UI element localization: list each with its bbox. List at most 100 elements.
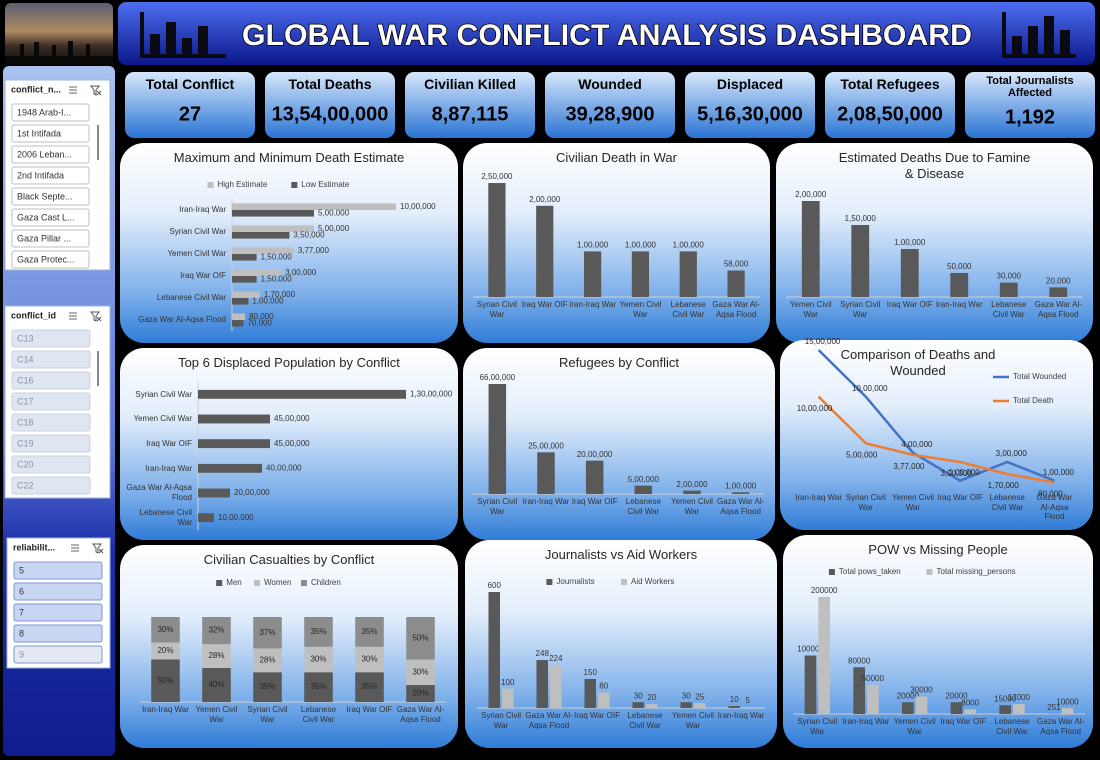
y-category-label-box: Iran-Iraq War <box>179 205 226 214</box>
bar <box>900 249 919 297</box>
kpi-label-box: Total Deaths <box>289 76 372 92</box>
data-label: 2,00,000 <box>676 480 708 489</box>
x-category-label-box: Iran-Iraq War <box>843 717 890 726</box>
x-category-label: Lebanese Civil War <box>989 493 1025 512</box>
y-category-label: Lebanese Civil War <box>156 293 226 303</box>
data-label: 20000 <box>897 691 920 700</box>
slicer-multiselect-icon <box>69 312 77 320</box>
slicer-item-label: C14 <box>17 354 34 364</box>
x-category-label: Gaza War Al-Aqsa Flood <box>712 300 760 319</box>
slicer-item-label: Gaza Pillar ... <box>17 233 71 243</box>
bar <box>488 592 500 708</box>
x-category-label-box: Lebanese Civil War <box>627 711 662 730</box>
chart-title: Top 6 Displaced Population by Conflict <box>178 355 400 370</box>
bar <box>694 703 706 708</box>
x-category-label: Yemen Civil War <box>893 717 936 736</box>
bar-segment <box>304 672 333 702</box>
x-category-label: Gaza War Al-Aqsa Flood <box>717 497 765 516</box>
bar <box>198 463 262 473</box>
x-category-label-box: Iran-Iraq War <box>936 300 983 309</box>
slicer-item <box>11 413 91 432</box>
data-label: 3,50,000 <box>293 230 325 239</box>
bar <box>901 702 914 714</box>
bar <box>634 485 653 494</box>
slicer-item <box>13 603 103 622</box>
chart-title-box: Top 6 Displaced Population by Conflict <box>178 355 400 370</box>
slicer-item <box>13 582 103 601</box>
legend-label: Men <box>226 578 242 587</box>
slicer-item-label: 2006 Leban... <box>17 149 72 159</box>
data-label: 30000 <box>910 686 933 695</box>
slicer-item-label: 2nd Intifada <box>17 170 64 180</box>
bar <box>851 225 870 297</box>
x-category-label: Iran-Iraq War <box>522 497 570 506</box>
kpi-label: Civilian Killed <box>424 76 516 92</box>
x-category-label: Syrian Civil War <box>840 300 881 319</box>
chart-title-box: Civilian Death in War <box>556 150 677 165</box>
data-label: 150 <box>584 668 598 677</box>
slicer-item-label: C13 <box>17 333 34 343</box>
x-category-label-box: Iran-Iraq War <box>795 493 842 502</box>
x-category-label-box: Syrian Civil War <box>797 717 838 736</box>
slicer-item-label: 1st Intifada <box>17 128 61 138</box>
legend-swatch <box>621 579 627 585</box>
bar <box>232 298 249 305</box>
slicer-clear-icon <box>90 85 102 96</box>
data-label: 1,30,00,000 <box>410 389 453 398</box>
data-label: 10,00,000 <box>218 513 254 522</box>
bar-segment <box>253 672 282 702</box>
slicer-item <box>13 561 103 580</box>
x-category-label: Iraq War OIF <box>571 497 618 506</box>
data-label: 30% <box>412 667 428 676</box>
data-label: 224 <box>549 654 563 663</box>
bar <box>1061 708 1074 714</box>
bar <box>198 389 406 399</box>
bar <box>232 269 282 276</box>
x-category-label-box: Iraq War OIF <box>571 497 618 506</box>
data-label: 2,00,000 <box>795 190 827 199</box>
data-label: 15000 <box>994 694 1017 703</box>
bar-segment <box>406 617 435 660</box>
kpi-value: 8,87,115 <box>432 103 509 125</box>
bar <box>727 270 745 297</box>
data-label: 2,00,000 <box>529 195 561 204</box>
bar <box>198 488 230 498</box>
slicer-item-label: C19 <box>17 438 34 448</box>
y-category-label-box: Lebanese Civil War <box>156 293 226 303</box>
y-category-label-box: Syrian Civil War <box>135 390 192 399</box>
bar <box>728 706 740 708</box>
bar <box>584 679 596 708</box>
x-category-label-box: Lebanese Civil War <box>301 705 336 724</box>
kpi-card <box>265 72 395 138</box>
data-label: 3,77,000 <box>893 462 925 471</box>
kpi-card <box>125 72 255 138</box>
slicer-item-label: 6 <box>19 586 24 596</box>
bar-segment <box>355 617 384 647</box>
x-category-label: Iran-Iraq War <box>795 493 842 502</box>
bar-segment <box>202 644 231 668</box>
bar <box>679 251 697 297</box>
kpi-value: 39,28,900 <box>566 103 655 125</box>
data-label: 5,00,000 <box>318 208 350 217</box>
x-category-label: Yemen Civil War <box>195 705 238 724</box>
chart-title: Estimated Deaths Due to Famine & Disease <box>838 150 1031 181</box>
bar-segment <box>355 672 384 702</box>
data-label: 35% <box>361 627 377 636</box>
data-label: 20,000 <box>1046 277 1071 286</box>
y-category-label: Iraq War OIF <box>146 438 192 448</box>
data-label: 50000 <box>862 674 885 683</box>
legend-swatch <box>254 580 260 586</box>
x-category-label-box: Yemen Civil War <box>671 497 713 516</box>
kpi-card <box>965 72 1095 138</box>
bar <box>804 655 817 714</box>
bar-segment <box>355 646 384 673</box>
chart-title-box: Estimated Deaths Due to Famine & Disease <box>838 150 1031 181</box>
data-label: 58,000 <box>724 260 749 269</box>
data-label: 10,00,000 <box>797 404 833 413</box>
legend-swatch <box>207 182 214 188</box>
data-label: 25 <box>695 692 704 701</box>
x-category-label: Syrian Civil War <box>797 717 838 736</box>
x-category-label: Yemen Civil War <box>891 493 934 512</box>
y-category-label-box: Yemen Civil War <box>133 414 192 423</box>
x-category-label: Lebanese Civil War <box>625 497 661 516</box>
